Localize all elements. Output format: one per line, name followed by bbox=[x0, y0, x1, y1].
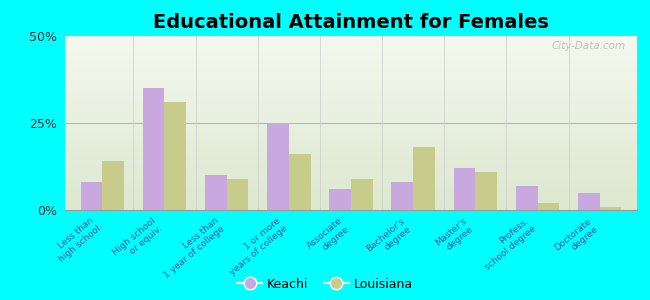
Bar bbox=[578, 193, 600, 210]
Bar bbox=[351, 179, 372, 210]
Bar bbox=[454, 168, 475, 210]
Bar bbox=[102, 161, 124, 210]
Bar bbox=[600, 206, 621, 210]
Bar bbox=[515, 186, 538, 210]
Bar bbox=[164, 102, 187, 210]
Bar bbox=[538, 203, 559, 210]
Bar bbox=[267, 123, 289, 210]
Bar bbox=[475, 172, 497, 210]
Bar bbox=[413, 147, 435, 210]
Title: Educational Attainment for Females: Educational Attainment for Females bbox=[153, 13, 549, 32]
Bar bbox=[391, 182, 413, 210]
Bar bbox=[143, 88, 164, 210]
Bar bbox=[330, 189, 351, 210]
Bar bbox=[289, 154, 311, 210]
Text: City-Data.com: City-Data.com bbox=[551, 41, 625, 51]
Bar bbox=[81, 182, 102, 210]
Bar bbox=[205, 175, 227, 210]
Bar bbox=[227, 179, 248, 210]
Legend: Keachi, Louisiana: Keachi, Louisiana bbox=[237, 278, 413, 291]
